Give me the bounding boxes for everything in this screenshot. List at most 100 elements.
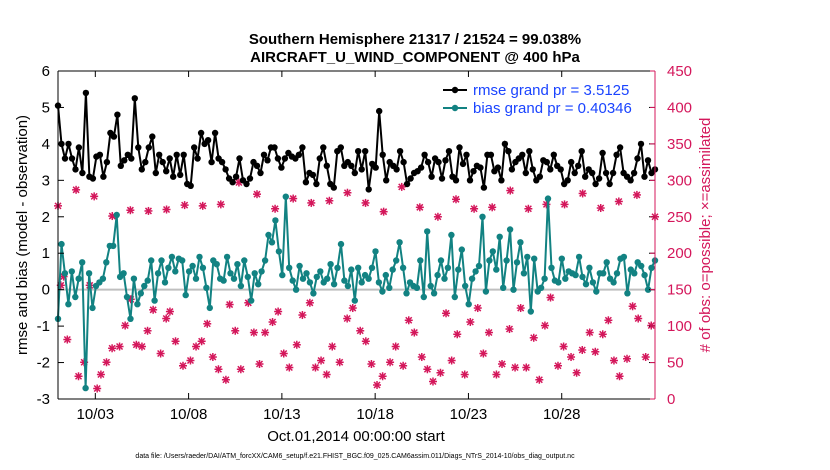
obs-marker	[498, 360, 507, 369]
rmse-point	[61, 155, 69, 162]
bias-point	[313, 273, 320, 281]
obs-marker	[96, 370, 105, 379]
bias-point	[472, 268, 479, 275]
bias-point	[455, 266, 462, 273]
obs-marker	[289, 194, 298, 203]
plot-area: -3 -2 -1 0 1 2 3 4 5 6 0 50 100 150 200 250 300 350 400 450…	[37, 63, 692, 423]
rmse-point	[529, 166, 536, 173]
bias-point	[513, 259, 521, 266]
bias-point	[289, 277, 296, 284]
obs-marker	[423, 365, 432, 374]
obs-marker	[74, 372, 83, 381]
bias-point	[427, 282, 434, 290]
obs-marker	[305, 298, 314, 307]
rmse-point	[82, 89, 90, 97]
obs-marker	[63, 335, 72, 344]
y-tick-label: -2	[37, 355, 50, 372]
bias-point	[310, 290, 317, 297]
bias-point	[227, 270, 234, 277]
bias-point	[265, 231, 272, 239]
rmse-point	[644, 157, 652, 164]
rmse-point	[152, 169, 159, 177]
bias-point	[541, 275, 548, 282]
rmse-point	[243, 180, 250, 188]
bias-point	[348, 266, 355, 273]
rmse-point	[302, 179, 310, 186]
bias-point	[120, 270, 127, 277]
obs-marker	[156, 349, 165, 358]
rmse-point	[435, 158, 442, 166]
rmse-point	[218, 158, 226, 166]
obs-marker	[126, 206, 135, 215]
bias-point	[268, 239, 276, 246]
rmse-point	[299, 144, 306, 151]
rmse-point	[550, 151, 557, 158]
bias-point	[258, 268, 265, 275]
rmse-point	[156, 151, 163, 158]
bias-point	[555, 279, 562, 286]
rmse-point	[232, 173, 240, 180]
rmse-point	[519, 151, 526, 158]
bias-point	[441, 275, 448, 282]
obs-marker	[171, 337, 180, 346]
rmse-point	[424, 158, 432, 166]
rmse-point	[557, 166, 564, 173]
rmse-point	[452, 177, 460, 184]
rmse-point	[229, 179, 236, 186]
obs-marker	[632, 190, 641, 199]
y-tick-label: 5	[42, 99, 50, 116]
bias-point	[61, 270, 69, 277]
bias-point	[351, 297, 358, 304]
obs-marker	[279, 349, 288, 358]
rmse-point	[260, 151, 268, 158]
bias-point	[579, 273, 586, 281]
obs-marker	[149, 305, 158, 314]
obs-marker	[609, 356, 618, 365]
rmse-point	[522, 169, 529, 177]
bias-point	[462, 282, 469, 290]
bias-point	[110, 242, 117, 250]
bias-point	[396, 239, 403, 246]
rmse-point	[641, 173, 648, 180]
y-tick-label: -3	[37, 391, 50, 408]
rmse-point	[456, 144, 463, 151]
obs-marker	[322, 370, 331, 379]
obs-marker	[115, 342, 124, 351]
rmse-point	[187, 182, 194, 189]
rmse-point	[264, 157, 271, 164]
y-tick-label: 6	[42, 63, 50, 80]
bias-point	[486, 257, 493, 264]
x-tick-label: 10/08	[170, 406, 208, 423]
bias-point	[206, 304, 213, 312]
obs-marker	[524, 204, 533, 213]
obs-marker	[137, 342, 146, 351]
obs-marker	[604, 316, 613, 325]
bias-point	[562, 275, 569, 282]
bias-point	[420, 293, 427, 301]
bias-point	[379, 288, 386, 295]
obs-marker	[121, 321, 130, 330]
obs-marker	[404, 316, 413, 325]
rmse-point	[498, 177, 505, 184]
bias-point	[382, 271, 389, 279]
rmse-point	[480, 184, 488, 191]
bias-point	[517, 239, 524, 246]
y-tick-label: -1	[37, 318, 50, 335]
chart-subtitle: AIRCRAFT_U_WIND_COMPONENT @ 400 hPa	[250, 49, 580, 66]
obs-marker	[102, 358, 111, 367]
rmse-point	[466, 177, 474, 184]
obs-marker	[231, 326, 240, 335]
x-tick-label: 10/03	[77, 406, 115, 423]
rmse-point	[571, 169, 578, 177]
bias-point	[399, 264, 407, 271]
rmse-point	[508, 166, 516, 173]
bias-point	[365, 275, 372, 282]
obs-marker	[447, 356, 456, 365]
bias-point	[503, 257, 510, 264]
rmse-point	[428, 173, 435, 180]
y2-tick-label: 50	[667, 355, 684, 372]
bias-point	[482, 288, 490, 295]
rmse-point	[627, 177, 634, 184]
bias-point	[648, 264, 655, 271]
bias-point	[631, 270, 638, 277]
